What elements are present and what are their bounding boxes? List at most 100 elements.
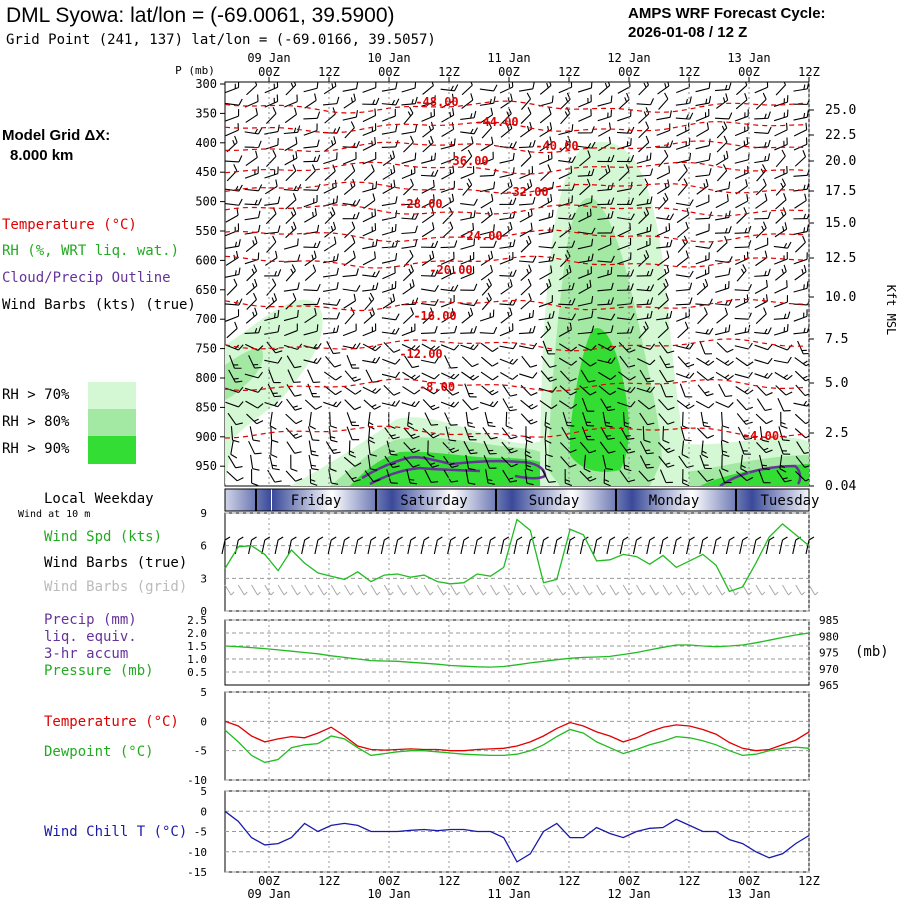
wind-barb (245, 236, 258, 253)
wind-barb (421, 108, 435, 122)
wind-barb (736, 264, 747, 282)
wind-barb (461, 356, 479, 368)
precip-pressure-panel: 2.52.01.51.00.5 985 980 975 970 965 (187, 614, 839, 692)
wind-barb (637, 399, 656, 410)
temperature-contour (225, 425, 808, 439)
height-tick-label: 15.0 (825, 216, 856, 231)
grid-wind-barb (344, 584, 354, 596)
wind-barb (697, 384, 714, 397)
wind-barb (342, 82, 359, 92)
weekday-day-label: Sunday (529, 493, 580, 509)
wind-barb (226, 278, 238, 296)
grid-wind-barb (675, 584, 686, 596)
wind-barb (525, 454, 534, 472)
wind-panel-frame (224, 512, 810, 612)
precip-pressure-unit: (mb) (855, 644, 889, 660)
wind-barb (225, 98, 243, 106)
grid-wind-barb (370, 584, 381, 596)
wind-barb (558, 156, 576, 163)
wind-barb (658, 399, 675, 411)
wind-barb (420, 325, 438, 334)
wind-barb (675, 297, 693, 306)
wind-barb (364, 470, 381, 483)
wind-barb (774, 222, 788, 238)
grid-wind-barb (516, 584, 527, 596)
wind-barb (325, 355, 342, 368)
wind-barb (343, 93, 356, 109)
wind-barb (597, 109, 613, 122)
wind-barb (362, 151, 377, 165)
wind-barb (403, 456, 420, 468)
wind-barb (362, 386, 381, 394)
wind-barb (539, 136, 552, 152)
wind-barb (677, 178, 688, 196)
wind-barb (603, 469, 611, 486)
top-hour-label: 00Z (618, 65, 640, 79)
wind-barb (676, 250, 689, 267)
wind-barb (362, 238, 378, 250)
wind-barb (246, 292, 257, 310)
cloud-outline-left (361, 456, 547, 480)
wind-barb (420, 169, 439, 177)
wind-barb (285, 470, 303, 482)
surface-wind-barb (261, 536, 271, 555)
wind-barb (696, 278, 709, 296)
wind-barb (499, 152, 515, 164)
grid-wind-barb (423, 584, 434, 596)
wind-barb (679, 383, 693, 398)
wind-barb (577, 325, 595, 335)
wind-barb (577, 253, 594, 264)
bottom-date-label: 13 Jan (727, 887, 770, 900)
wind-barb (616, 313, 635, 321)
temperature-contour (225, 298, 808, 312)
wind-barb (794, 264, 807, 281)
wind-barb (324, 207, 336, 225)
wind-barb (539, 400, 558, 410)
wind-barb (539, 107, 552, 124)
weekday-segment (752, 489, 809, 511)
surface-wind-barb (274, 536, 284, 555)
wind-barb (285, 427, 303, 439)
grid-wind-barb (689, 584, 699, 596)
wind-barb (367, 440, 377, 457)
wind-barb (440, 180, 456, 193)
pressure-tick-label: 980 (819, 630, 839, 643)
forecast-cycle-label: AMPS WRF Forecast Cycle: 2026-01-08 / 12… (628, 4, 826, 42)
wind-barb (636, 268, 654, 277)
wind-barb (774, 280, 788, 294)
wind-barb (658, 92, 669, 110)
wind-barb (695, 153, 711, 164)
wind-barb (229, 354, 242, 369)
wind-barb (759, 454, 770, 471)
wind-barb (675, 152, 692, 164)
wind-barb (715, 150, 729, 166)
wind-barb (639, 441, 654, 455)
wind-barb (308, 411, 316, 430)
wind-barb (244, 198, 262, 206)
wind-barb (480, 264, 493, 281)
forecast-cycle-line2: 2026-01-08 / 12 Z (628, 24, 748, 41)
wind-barb (558, 240, 576, 248)
top-date-label: 12 Jan (607, 51, 650, 65)
wind-barb (520, 149, 532, 167)
wind-barb (793, 168, 809, 177)
wind-barb (362, 356, 381, 364)
wind-barb (735, 194, 749, 209)
wind-barb (342, 198, 361, 206)
wind-barb (754, 211, 771, 220)
wind-barb (245, 307, 258, 324)
temperature-contour-labels: -48.00 -44.00 -40.00 -36.00 -32.00 -28.00 -24.… (399, 95, 779, 443)
wind-speed-label: Wind Spd (kts) (44, 529, 163, 545)
wind-barb (442, 442, 460, 454)
wind-barb (793, 400, 809, 407)
wind-barb (384, 455, 400, 469)
wind-barb (756, 441, 773, 454)
wind-barb (699, 340, 713, 355)
wind-barb (695, 194, 710, 208)
wind-barb (695, 327, 714, 335)
surface-wind-barb (606, 536, 616, 555)
wind-barb (403, 135, 414, 153)
wind-barb (422, 399, 440, 411)
wind-barb (597, 154, 615, 163)
wind-barb (721, 454, 729, 472)
